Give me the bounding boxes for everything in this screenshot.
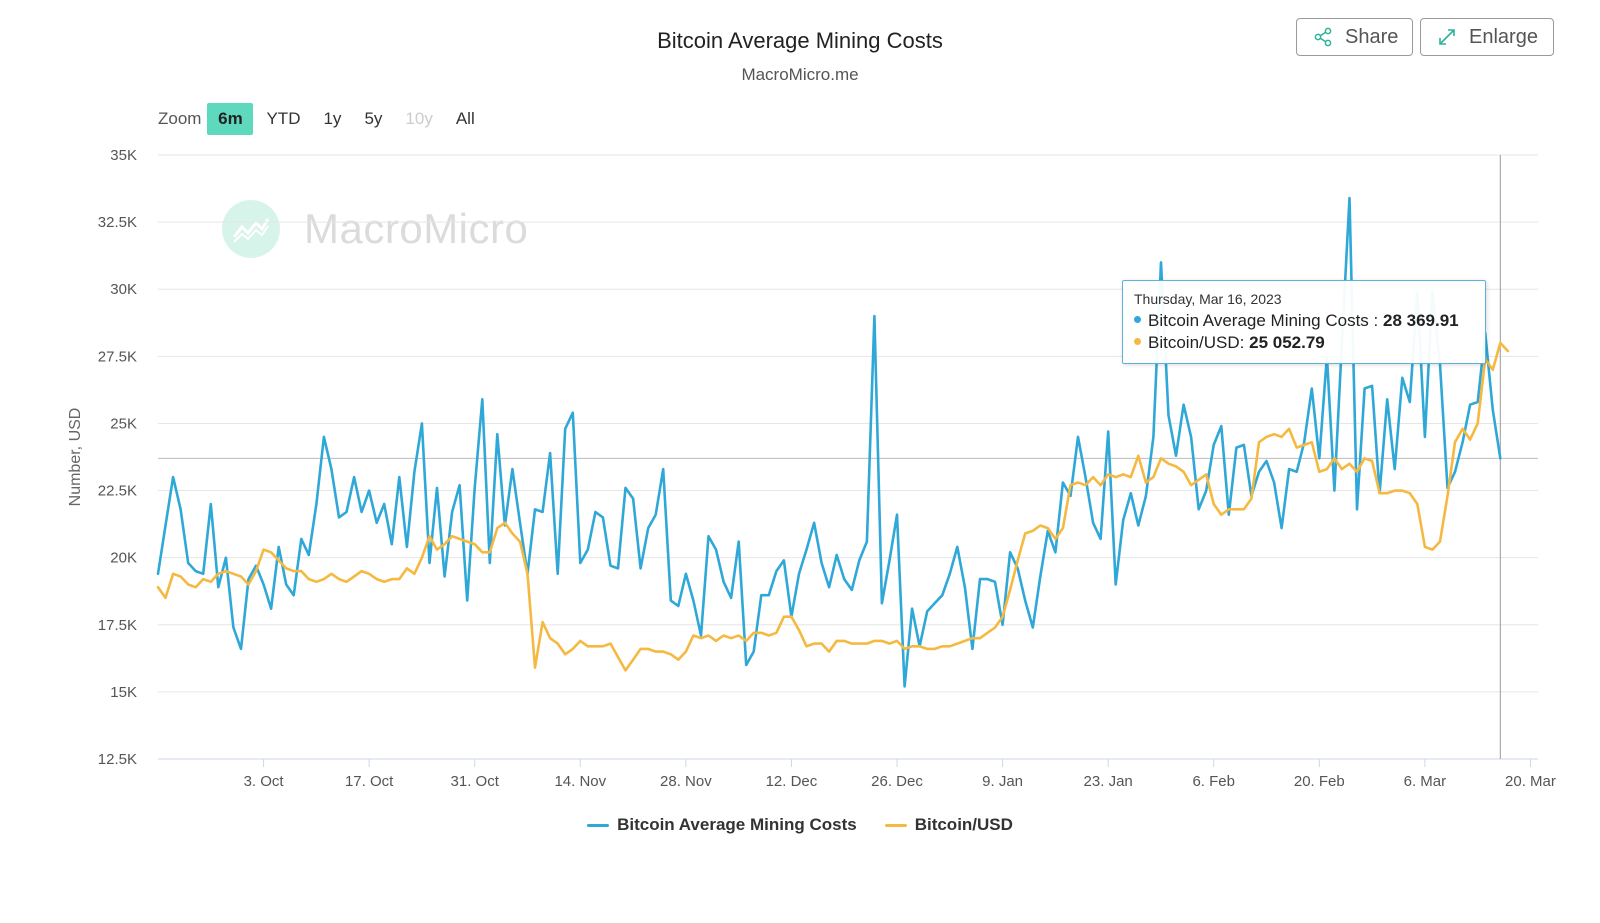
x-tick-label: 20. Mar	[1505, 773, 1556, 790]
watermark-text: MacroMicro	[304, 205, 529, 252]
x-tick-label: 6. Feb	[1192, 773, 1235, 790]
share-label: Share	[1345, 25, 1399, 48]
legend-item-btc[interactable]: Bitcoin/USD	[884, 815, 1013, 835]
x-tick-label: 3. Oct	[244, 773, 285, 790]
legend-line-btc-icon	[884, 823, 907, 827]
y-tick-label: 17.5K	[98, 617, 137, 634]
legend-line-mining-icon	[587, 823, 610, 827]
mining-cost-line[interactable]	[156, 196, 1502, 688]
enlarge-label: Enlarge	[1469, 25, 1538, 48]
macromicro-logo-icon	[222, 200, 280, 258]
btc-dot-icon	[1134, 338, 1141, 346]
tooltip-date: Thursday, Mar 16, 2023	[1134, 291, 1282, 307]
x-tick-label: 26. Dec	[871, 773, 923, 790]
chart-legend: Bitcoin Average Mining Costs Bitcoin/USD	[0, 815, 1600, 835]
zoom-selector: Zoom 6m YTD 1y 5y 10y All	[158, 103, 488, 135]
y-tick-label: 20K	[110, 550, 137, 567]
x-tick-label: 31. Oct	[451, 773, 500, 790]
chart-series[interactable]	[156, 196, 1510, 688]
x-tick-label: 28. Nov	[660, 773, 712, 790]
tooltip-series2-value: 25 052.79	[1249, 333, 1325, 352]
tooltip: Thursday, Mar 16, 2023 Bitcoin Average M…	[1122, 280, 1486, 364]
tooltip-series1-value: 28 369.91	[1382, 311, 1459, 330]
share-icon	[1314, 27, 1332, 47]
x-tick-label: 14. Nov	[554, 773, 606, 790]
tooltip-series1-name: Bitcoin Average Mining Costs :	[1148, 311, 1379, 330]
y-tick-label: 32.5K	[98, 214, 137, 231]
legend-label-mining: Bitcoin Average Mining Costs	[617, 815, 857, 834]
zoom-label: Zoom	[158, 109, 202, 128]
chart-title: Bitcoin Average Mining Costs	[657, 28, 943, 53]
chart-subtitle: MacroMicro.me	[741, 65, 859, 84]
y-tick-label: 15K	[110, 684, 137, 701]
y-tick-label: 30K	[110, 281, 137, 298]
tooltip-series2-name: Bitcoin/USD:	[1148, 333, 1245, 352]
mining-dot-icon	[1134, 316, 1141, 324]
zoom-1y-button[interactable]: 1y	[323, 109, 342, 128]
enlarge-button[interactable]: Enlarge	[1420, 18, 1554, 56]
y-tick-label: 25K	[110, 415, 137, 432]
y-tick-label: 27.5K	[98, 348, 137, 365]
x-tick-label: 20. Feb	[1294, 773, 1345, 790]
x-tick-label: 9. Jan	[982, 773, 1023, 790]
zoom-10y-button: 10y	[405, 109, 433, 128]
x-tick-label: 12. Dec	[766, 773, 818, 790]
y-axis-label: Number, USD	[67, 408, 84, 507]
zoom-5y-button[interactable]: 5y	[364, 109, 383, 128]
expand-icon	[1439, 29, 1455, 45]
x-tick-label: 17. Oct	[345, 773, 394, 790]
x-axis-ticks: 3. Oct 17. Oct 31. Oct 14. Nov 28. Nov 12. De…	[244, 759, 1556, 790]
tooltip-row-btc: Bitcoin/USD: 25 052.79	[1134, 332, 1474, 354]
zoom-ytd-button[interactable]: YTD	[266, 109, 301, 128]
share-button[interactable]: Share	[1296, 18, 1413, 56]
y-tick-label: 12.5K	[98, 751, 137, 768]
legend-item-mining[interactable]: Bitcoin Average Mining Costs	[587, 815, 857, 835]
x-tick-label: 6. Mar	[1404, 773, 1447, 790]
legend-label-btc: Bitcoin/USD	[914, 815, 1013, 834]
zoom-all-button[interactable]: All	[455, 109, 475, 128]
x-tick-label: 23. Jan	[1084, 773, 1133, 790]
zoom-6m-button[interactable]: 6m	[207, 103, 254, 135]
macromicro-watermark: MacroMicro	[222, 200, 528, 258]
grid-lines	[158, 154, 1538, 693]
y-tick-label: 22.5K	[98, 483, 137, 500]
tooltip-row-mining: Bitcoin Average Mining Costs : 28 369.91	[1134, 310, 1474, 332]
y-tick-label: 35K	[110, 147, 137, 164]
bitcoin-usd-line[interactable]	[156, 341, 1510, 672]
y-axis-ticks: 12.5K 15K 17.5K 20K 22.5K 25K 27.5K 30K 32.5K 35K	[98, 147, 137, 768]
